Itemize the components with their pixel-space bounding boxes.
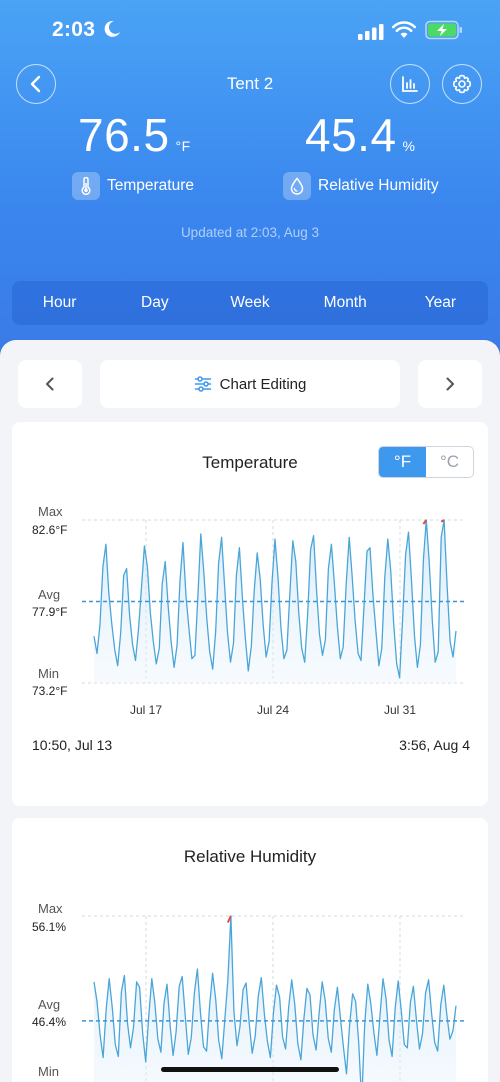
- hum-max-marker: [226, 915, 232, 923]
- unit-celsius-button[interactable]: °C: [439, 452, 460, 471]
- battery-charging-icon: [425, 20, 462, 40]
- humidity-reading: 45.4%: [305, 108, 415, 162]
- temperature-reading: 76.5 °F: [78, 108, 191, 162]
- chart-start-time: 10:50, Jul 13: [32, 737, 112, 753]
- temperature-value: 76.5: [78, 109, 170, 161]
- temp-max-value: 82.6°F: [32, 523, 67, 537]
- temp-x-tick-3: Jul 31: [384, 703, 416, 717]
- header-panel: 2:03 Tent 2: [0, 0, 500, 380]
- history-chart-button[interactable]: [390, 64, 430, 104]
- temperature-label-text: Temperature: [107, 177, 195, 194]
- temp-plot: [82, 519, 464, 684]
- temp-x-tick-2: Jul 24: [257, 703, 289, 717]
- gear-icon: [452, 74, 472, 94]
- time-range-tabs: Hour Day Week Month Year: [12, 281, 488, 325]
- chart-sheet: Chart Editing Temperature °F °C Max 82.6…: [0, 340, 500, 1082]
- hum-min-label: Min: [38, 1064, 59, 1079]
- bar-chart-icon: [402, 76, 418, 92]
- humidity-label: Relative Humidity: [283, 172, 439, 200]
- status-bar: 2:03: [0, 16, 500, 46]
- home-indicator: [161, 1067, 339, 1072]
- temperature-label: Temperature: [72, 172, 194, 200]
- temp-x-tick-1: Jul 17: [130, 703, 162, 717]
- temperature-chart: Max 82.6°F Avg 77.9°F Min 73.2°F Jul 17 …: [32, 504, 470, 753]
- signal-icon: [358, 24, 384, 40]
- chevron-right-icon: [446, 377, 454, 391]
- next-period-button[interactable]: [418, 360, 482, 408]
- hum-grid: [82, 915, 464, 1082]
- humidity-label-text: Relative Humidity: [318, 177, 439, 194]
- temp-max-label: Max: [38, 504, 63, 519]
- humidity-chart-card: Relative Humidity Max 56.1% Avg 46.4% Mi…: [12, 818, 488, 1082]
- humidity-chart: Max 56.1% Avg 46.4% Min: [32, 901, 464, 1082]
- temperature-unit: °F: [175, 138, 191, 154]
- temp-avg-label: Avg: [38, 587, 60, 602]
- chevron-left-icon: [46, 377, 54, 391]
- chart-editing-label: Chart Editing: [219, 375, 307, 393]
- sliders-icon: [194, 376, 211, 392]
- tab-year[interactable]: Year: [424, 294, 457, 311]
- hum-max-label: Max: [38, 901, 63, 916]
- hum-max-value: 56.1%: [32, 920, 66, 934]
- hum-plot: [82, 915, 464, 1082]
- page-title: Tent 2: [226, 74, 274, 93]
- tab-hour[interactable]: Hour: [42, 294, 77, 311]
- temp-series-line: [93, 519, 457, 679]
- temp-min-value: 73.2°F: [32, 684, 67, 698]
- temp-min-label: Min: [38, 666, 59, 681]
- status-time: 2:03: [52, 18, 96, 41]
- chart-editing-button[interactable]: Chart Editing: [100, 360, 400, 408]
- hum-avg-label: Avg: [38, 997, 60, 1012]
- tab-month[interactable]: Month: [323, 294, 367, 311]
- chevron-left-icon: [30, 75, 41, 93]
- moon-icon: [104, 20, 120, 37]
- humidity-chart-title: Relative Humidity: [183, 847, 317, 866]
- temperature-chart-card: Temperature °F °C Max 82.6°F Avg 77.9°F …: [12, 422, 488, 806]
- updated-timestamp: Updated at 2:03, Aug 3: [180, 225, 320, 240]
- humidity-value: 45.4: [305, 109, 397, 161]
- hum-avg-value: 46.4%: [32, 1015, 66, 1029]
- droplet-icon: [283, 172, 311, 200]
- temp-avg-value: 77.9°F: [32, 605, 67, 619]
- unit-fahrenheit-button[interactable]: °F: [379, 447, 426, 477]
- settings-button[interactable]: [442, 64, 482, 104]
- temperature-chart-title: Temperature: [202, 453, 298, 472]
- tab-week[interactable]: Week: [230, 294, 270, 311]
- hum-series-line: [93, 915, 457, 1082]
- tab-day[interactable]: Day: [141, 294, 169, 311]
- thermometer-icon: [72, 172, 100, 200]
- back-button[interactable]: [16, 64, 56, 104]
- temp-max-marker: [422, 519, 428, 525]
- temp-max-marker: [440, 519, 445, 523]
- chart-end-time: 3:56, Aug 4: [399, 737, 470, 753]
- unit-toggle: °F °C: [378, 446, 474, 478]
- humidity-unit: %: [402, 138, 416, 154]
- chart-navigation: Chart Editing: [18, 360, 482, 408]
- wifi-icon: [392, 21, 416, 38]
- previous-period-button[interactable]: [18, 360, 82, 408]
